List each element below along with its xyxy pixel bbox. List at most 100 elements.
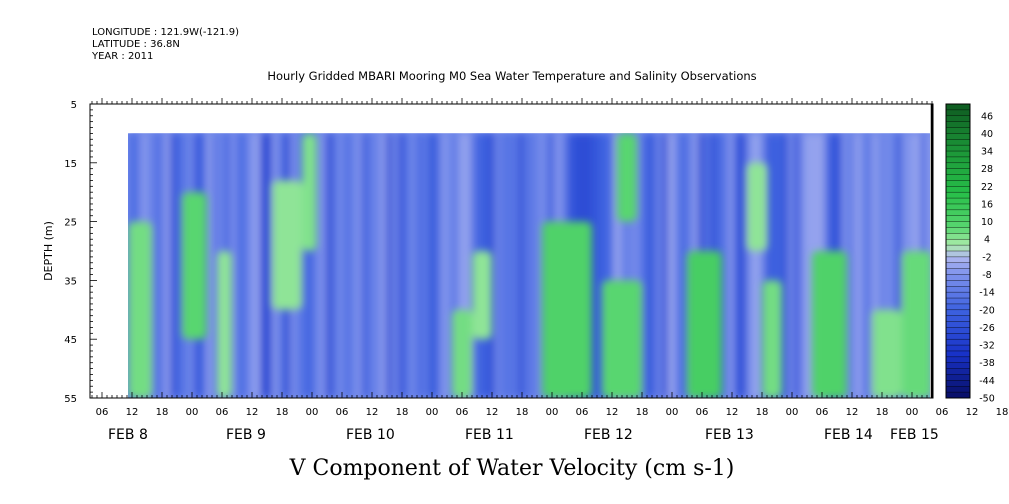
x-hour-tick-label: 00 — [306, 407, 319, 418]
colorbar-swatch — [946, 151, 970, 158]
positive-velocity-patch — [452, 309, 472, 398]
x-hour-tick-label: 06 — [216, 407, 229, 418]
positive-velocity-patch — [602, 280, 642, 398]
field-band — [230, 133, 237, 398]
colorbar: 46 40 34 28 22 16 10 4 -2 -8 -14 -20 -26 -32 -38 -44 -50 — [945, 103, 995, 405]
colorbar-tick-label: 28 — [981, 164, 993, 175]
positive-velocity-patch — [272, 180, 302, 310]
colorbar-swatch — [946, 321, 970, 328]
colorbar-swatch — [946, 162, 970, 170]
x-hour-tick-label: 12 — [726, 407, 739, 418]
colorbar-swatch — [946, 209, 970, 217]
colorbar-tick-label: 34 — [981, 147, 993, 158]
y-axis-label: DEPTH (m) — [42, 221, 55, 281]
colorbar-tick-label: -8 — [982, 270, 991, 281]
x-hour-tick-label: 12 — [966, 407, 979, 418]
colorbar-swatch — [946, 268, 970, 276]
field-band — [170, 133, 177, 398]
field-band — [740, 133, 747, 398]
x-hour-tick-label: 00 — [906, 407, 919, 418]
field-band — [614, 133, 621, 398]
field-band — [866, 133, 873, 398]
x-date-tick-label: FEB 15 — [890, 427, 939, 443]
field-band — [722, 133, 729, 398]
field-band — [752, 133, 759, 398]
field-band — [530, 133, 537, 398]
field-band — [380, 133, 387, 398]
field-band — [788, 133, 795, 398]
field-band — [860, 133, 867, 398]
field-band — [590, 133, 597, 398]
x-hour-tick-label: 18 — [396, 407, 409, 418]
colorbar-swatch — [946, 315, 970, 323]
field-band — [680, 133, 687, 398]
x-hour-tick-label: 18 — [636, 407, 649, 418]
colorbar-tick-label: -32 — [979, 341, 995, 352]
x-hour-tick-label: 12 — [366, 407, 379, 418]
field-band — [800, 133, 807, 398]
field-band — [266, 133, 273, 398]
x-hour-tick-label: 00 — [426, 407, 439, 418]
colorbar-swatch — [946, 109, 970, 117]
x-hour-tick-label: 18 — [756, 407, 769, 418]
field-band — [656, 133, 663, 398]
field-band — [500, 133, 507, 398]
colorbar-swatch — [946, 309, 970, 317]
colorbar-swatch — [946, 256, 970, 264]
field-band — [464, 133, 471, 398]
colorbar-swatch — [946, 227, 970, 234]
colorbar-tick-label: 22 — [981, 182, 993, 193]
x-date-tick-label: FEB 14 — [824, 427, 873, 443]
field-band — [254, 133, 261, 398]
field-band — [674, 133, 681, 398]
field-band — [452, 133, 459, 398]
colorbar-tick-label: -26 — [979, 323, 995, 334]
field-band — [608, 133, 615, 398]
field-band — [494, 133, 501, 398]
colorbar-tick-label: -14 — [979, 288, 995, 299]
x-hour-tick-label: 18 — [876, 407, 889, 418]
positive-velocity-patch — [812, 251, 847, 398]
x-date-tick-label: FEB 11 — [465, 427, 514, 443]
colorbar-swatch — [946, 115, 970, 123]
field-patches — [128, 133, 930, 398]
colorbar-swatch — [946, 104, 970, 111]
field-band — [338, 133, 345, 398]
colorbar-swatch — [946, 374, 970, 381]
field-band — [512, 133, 519, 398]
x-date-tick-label: FEB 9 — [226, 427, 266, 443]
field-band — [158, 133, 165, 398]
colorbar-tick-label: -38 — [979, 358, 995, 369]
field-band — [416, 133, 423, 398]
field-band — [776, 133, 783, 398]
colorbar-swatch — [946, 392, 970, 399]
colorbar-swatch — [946, 203, 970, 211]
colorbar-swatch — [946, 356, 970, 364]
field-band — [302, 133, 309, 398]
x-hour-tick-label: 06 — [96, 407, 109, 418]
field-band — [884, 133, 891, 398]
field-band — [314, 133, 321, 398]
field-band — [632, 133, 639, 398]
field-band — [650, 133, 657, 398]
longitude-label: LONGITUDE : 121.9W(-121.9) — [92, 27, 239, 38]
positive-velocity-patch — [902, 251, 930, 398]
field-band — [428, 133, 435, 398]
colorbar-swatch — [946, 292, 970, 299]
colorbar-swatch — [946, 215, 970, 223]
field-band — [374, 133, 381, 398]
field-band — [602, 133, 609, 398]
colorbar-swatch — [946, 198, 970, 205]
colorbar-swatch — [946, 121, 970, 129]
positive-velocity-patch — [128, 221, 152, 398]
field-band — [164, 133, 171, 398]
field-band — [746, 133, 753, 398]
field-band — [242, 133, 249, 398]
x-hour-tick-label: 06 — [936, 407, 949, 418]
positive-velocity-patch — [687, 251, 722, 398]
colorbar-swatch — [946, 192, 970, 199]
colorbar-tick-label: -20 — [979, 305, 995, 316]
y-tick-label: 15 — [64, 159, 77, 170]
colorbar-swatch — [946, 350, 970, 358]
